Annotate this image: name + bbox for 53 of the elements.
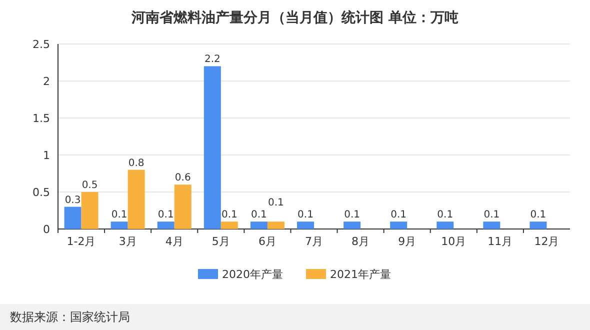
x-tick-label: 7月 (305, 235, 323, 248)
bar (220, 222, 238, 229)
data-label: 0.1 (298, 210, 314, 221)
bar (390, 222, 408, 229)
x-tick-label: 3月 (118, 235, 137, 248)
data-label: 0.1 (158, 210, 174, 221)
data-label: 0.1 (484, 210, 500, 221)
y-tick-label: 0.5 (32, 186, 50, 199)
y-tick-label: 1.5 (32, 112, 50, 125)
data-label: 0.1 (111, 210, 128, 221)
bar (64, 206, 82, 229)
bar (128, 170, 145, 229)
data-label: 0.1 (221, 210, 238, 221)
bar (250, 222, 268, 229)
bar (297, 222, 314, 229)
data-label: 0.1 (390, 210, 407, 221)
data-label: 0.1 (530, 210, 546, 221)
bar (436, 222, 454, 229)
bar (483, 222, 500, 229)
x-tick-label: 5月 (212, 235, 230, 248)
bar (110, 222, 128, 229)
x-tick-label: 10月 (441, 235, 466, 248)
bar (157, 222, 174, 229)
legend-label: 2020年产量 (222, 268, 283, 281)
bar (81, 192, 98, 229)
source-note: 数据来源：国家统计局 (10, 310, 130, 324)
data-label: 0.1 (268, 198, 284, 209)
y-tick-label: 2 (43, 75, 50, 88)
data-label: 0.1 (344, 210, 360, 221)
data-label: 0.1 (251, 210, 267, 221)
bar (530, 222, 547, 229)
data-label: 0.3 (64, 194, 81, 206)
chart-title: 河南省燃料油产量分月（当月值）统计图 单位：万吨 (130, 9, 458, 26)
x-tick-label: 12月 (534, 235, 560, 248)
x-tick-label: 1-2月 (66, 235, 96, 248)
bar (174, 184, 192, 229)
bar (267, 222, 284, 229)
x-tick-label: 11月 (488, 235, 513, 248)
data-label: 0.5 (82, 180, 98, 191)
x-tick-label: 6月 (258, 235, 276, 248)
y-tick-label: 2.5 (32, 38, 50, 51)
y-tick-label: 0 (43, 223, 50, 236)
y-tick-label: 1 (43, 149, 50, 162)
bar (344, 222, 361, 229)
x-tick-label: 4月 (165, 235, 184, 248)
bar (204, 66, 221, 229)
x-tick-label: 9月 (398, 235, 416, 248)
legend-label: 2021年产量 (330, 268, 391, 281)
data-label: 2.2 (204, 54, 220, 66)
data-label: 0.8 (128, 158, 144, 169)
x-tick-label: 8月 (352, 235, 370, 248)
data-label: 0.1 (437, 210, 454, 221)
data-label: 0.6 (174, 172, 191, 184)
